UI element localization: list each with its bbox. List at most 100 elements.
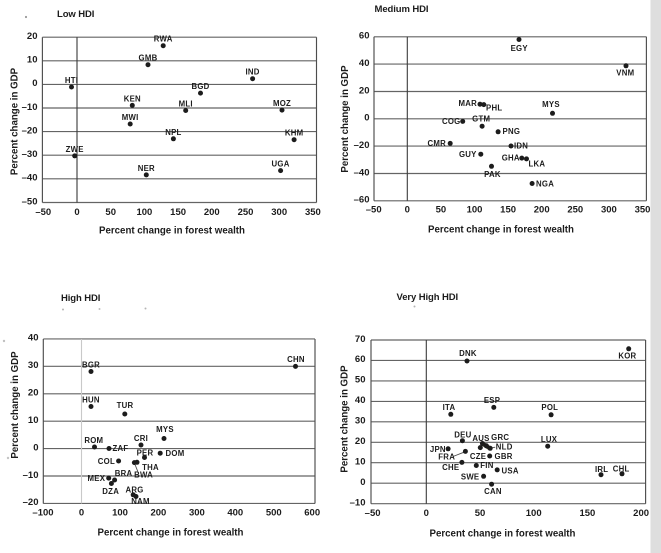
svg-text:40: 40 bbox=[359, 58, 370, 69]
svg-text:Percent change in GDP: Percent change in GDP bbox=[340, 365, 351, 473]
svg-text:IND: IND bbox=[246, 68, 260, 77]
svg-text:–100: –100 bbox=[32, 508, 53, 519]
svg-text:GBR: GBR bbox=[495, 452, 513, 461]
svg-text:0: 0 bbox=[364, 113, 369, 124]
svg-text:40: 40 bbox=[355, 395, 366, 406]
svg-text:Percent change in forest wealt: Percent change in forest wealth bbox=[428, 225, 574, 236]
svg-text:300: 300 bbox=[271, 207, 287, 218]
svg-text:50: 50 bbox=[475, 508, 486, 519]
svg-text:GHA: GHA bbox=[502, 153, 520, 162]
svg-text:GMB: GMB bbox=[139, 54, 158, 63]
svg-text:200: 200 bbox=[204, 207, 220, 218]
svg-text:MOZ: MOZ bbox=[273, 99, 291, 108]
svg-text:Percent change in GDP: Percent change in GDP bbox=[10, 67, 21, 175]
svg-text:Very High HDI: Very High HDI bbox=[397, 292, 459, 303]
svg-text:CZE: CZE bbox=[470, 452, 486, 461]
svg-text:10: 10 bbox=[355, 457, 366, 468]
svg-text:NPL: NPL bbox=[165, 128, 181, 137]
svg-text:MYS: MYS bbox=[542, 100, 560, 109]
svg-text:UGA: UGA bbox=[272, 160, 290, 169]
svg-text:Low HDI: Low HDI bbox=[57, 9, 94, 20]
svg-text:60: 60 bbox=[359, 31, 370, 42]
svg-text:MWI: MWI bbox=[122, 113, 139, 122]
svg-text:50: 50 bbox=[355, 375, 366, 386]
svg-text:IDN: IDN bbox=[514, 141, 528, 150]
svg-text:NER: NER bbox=[138, 164, 155, 173]
svg-text:RWA: RWA bbox=[154, 35, 173, 44]
svg-text:KEN: KEN bbox=[124, 94, 141, 103]
svg-text:350: 350 bbox=[305, 207, 321, 218]
svg-text:–30: –30 bbox=[22, 149, 38, 160]
svg-text:DEU: DEU bbox=[454, 431, 471, 440]
svg-text:EGY: EGY bbox=[511, 44, 529, 53]
svg-text:IRL: IRL bbox=[595, 465, 608, 474]
svg-text:DOM: DOM bbox=[166, 449, 185, 458]
svg-text:40: 40 bbox=[28, 333, 39, 344]
svg-text:20: 20 bbox=[355, 436, 366, 447]
svg-text:–60: –60 bbox=[354, 195, 370, 206]
svg-text:GTM: GTM bbox=[472, 115, 490, 124]
svg-text:30: 30 bbox=[355, 416, 366, 427]
svg-text:100: 100 bbox=[526, 508, 542, 519]
svg-text:BGD: BGD bbox=[191, 82, 209, 91]
svg-text:BRA: BRA bbox=[115, 469, 133, 478]
svg-text:–10: –10 bbox=[22, 102, 38, 113]
svg-text:ITA: ITA bbox=[443, 403, 456, 412]
svg-text:350: 350 bbox=[635, 205, 651, 216]
svg-text:ZAF: ZAF bbox=[113, 444, 129, 453]
svg-text:0: 0 bbox=[360, 477, 365, 488]
svg-text:30: 30 bbox=[28, 360, 39, 371]
svg-text:MYS: MYS bbox=[156, 425, 174, 434]
svg-text:USA: USA bbox=[502, 467, 519, 476]
svg-text:FIN: FIN bbox=[480, 461, 493, 470]
svg-text:GRC: GRC bbox=[491, 433, 509, 442]
svg-text:0: 0 bbox=[405, 205, 410, 216]
svg-text:300: 300 bbox=[601, 205, 617, 216]
svg-text:200: 200 bbox=[534, 205, 550, 216]
svg-text:10: 10 bbox=[27, 55, 38, 66]
svg-text:PHL: PHL bbox=[486, 103, 502, 112]
svg-text:20: 20 bbox=[27, 31, 38, 42]
svg-text:100: 100 bbox=[467, 205, 483, 216]
svg-text:TUR: TUR bbox=[117, 401, 134, 410]
svg-text:CHN: CHN bbox=[287, 355, 305, 364]
svg-text:–50: –50 bbox=[365, 508, 381, 519]
svg-text:LKA: LKA bbox=[529, 159, 546, 168]
svg-text:Percent change in forest wealt: Percent change in forest wealth bbox=[430, 529, 576, 540]
svg-text:KOR: KOR bbox=[618, 351, 636, 360]
svg-text:VNM: VNM bbox=[616, 69, 634, 78]
svg-text:150: 150 bbox=[170, 207, 186, 218]
svg-text:200: 200 bbox=[150, 508, 166, 519]
svg-text:–20: –20 bbox=[354, 140, 370, 151]
svg-text:HUN: HUN bbox=[82, 396, 100, 405]
svg-text:20: 20 bbox=[28, 388, 39, 399]
svg-text:10: 10 bbox=[28, 415, 39, 426]
svg-text:ZWE: ZWE bbox=[66, 145, 84, 154]
svg-text:AUS: AUS bbox=[472, 434, 489, 443]
svg-text:0: 0 bbox=[79, 508, 84, 519]
svg-text:0: 0 bbox=[33, 442, 38, 453]
svg-text:300: 300 bbox=[189, 508, 205, 519]
svg-text:MLI: MLI bbox=[179, 100, 193, 109]
svg-text:–20: –20 bbox=[22, 125, 38, 136]
svg-text:–40: –40 bbox=[354, 167, 370, 178]
svg-text:–10: –10 bbox=[350, 498, 366, 509]
svg-text:High HDI: High HDI bbox=[61, 293, 100, 304]
svg-text:THA: THA bbox=[142, 463, 159, 472]
svg-text:400: 400 bbox=[227, 508, 243, 519]
svg-text:PNG: PNG bbox=[503, 127, 521, 136]
svg-text:–50: –50 bbox=[35, 207, 51, 218]
svg-text:COG: COG bbox=[442, 117, 461, 126]
svg-text:POL: POL bbox=[541, 403, 558, 412]
svg-text:60: 60 bbox=[355, 354, 366, 365]
svg-text:CRI: CRI bbox=[134, 434, 148, 443]
svg-text:CHL: CHL bbox=[613, 464, 630, 473]
svg-text:–10: –10 bbox=[23, 470, 39, 481]
svg-text:JPN: JPN bbox=[430, 445, 446, 454]
svg-text:MEX: MEX bbox=[88, 474, 106, 483]
svg-text:BGR: BGR bbox=[82, 361, 100, 370]
svg-text:CAN: CAN bbox=[484, 487, 502, 496]
svg-text:ESP: ESP bbox=[484, 396, 500, 405]
svg-text:BWA: BWA bbox=[134, 470, 153, 479]
svg-text:–50: –50 bbox=[22, 196, 38, 207]
